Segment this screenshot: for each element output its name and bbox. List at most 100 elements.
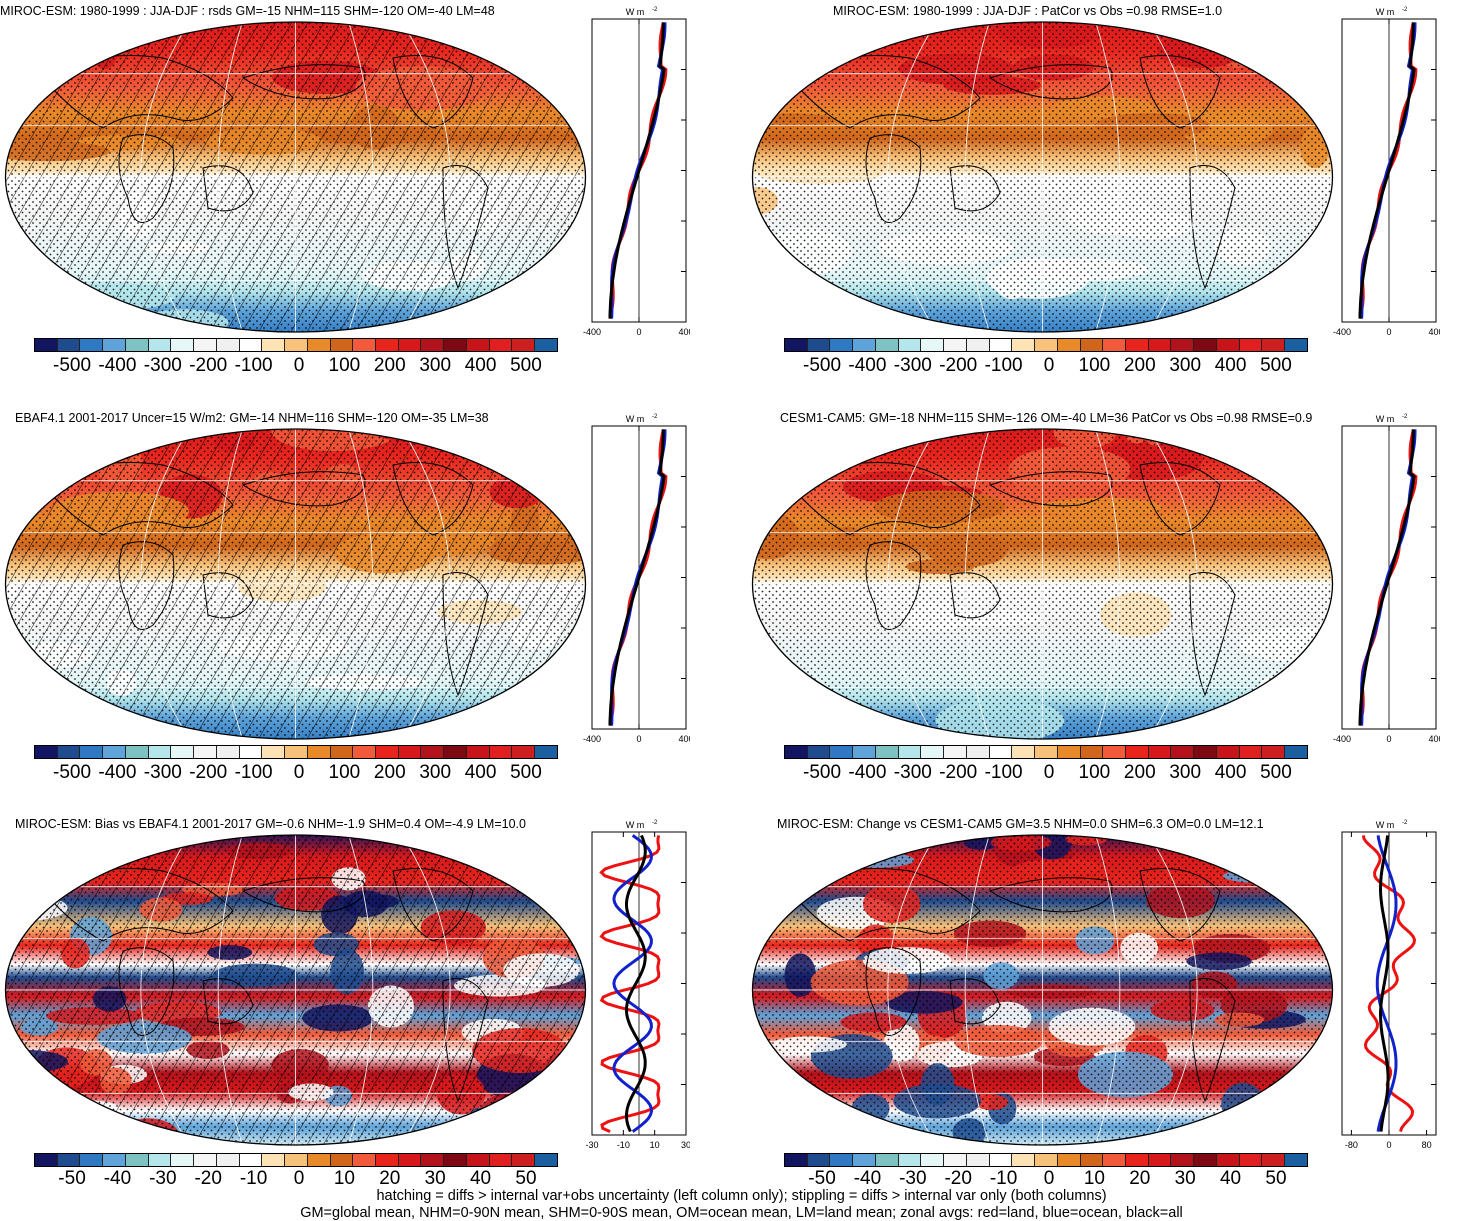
- colorbar-swatch: [1148, 1154, 1172, 1166]
- colorbar-swatch: [535, 746, 557, 758]
- colorbar-swatch: [194, 746, 217, 758]
- map-field: [5, 22, 586, 332]
- colorbar-swatch: [444, 1154, 467, 1166]
- colorbar-swatch: [921, 339, 945, 351]
- zonal-unit-exponent: -2: [652, 820, 658, 826]
- panel-title: MIROC-ESM: Change vs CESM1-CAM5 GM=3.5 N…: [777, 817, 1264, 831]
- colorbar-swatch: [921, 746, 945, 758]
- colorbar-tick-label: 0: [1043, 355, 1055, 376]
- colorbar-tick-label: -300: [143, 355, 182, 376]
- panel-title: MIROC-ESM: Bias vs EBAF4.1 2001-2017 GM=…: [15, 817, 526, 831]
- colorbar-swatch: [785, 1154, 808, 1166]
- colorbar-swatch: [262, 1154, 286, 1166]
- colorbar-swatch: [353, 1154, 377, 1166]
- colorbar-swatch: [1285, 339, 1307, 351]
- zonal-ocean-curve: [612, 834, 654, 1133]
- colorbar-tick-label: -200: [189, 355, 228, 376]
- colorbar-swatch: [1262, 746, 1286, 758]
- world-map: [751, 834, 1334, 1146]
- colorbar-swatch: [1216, 1154, 1240, 1166]
- panel-title: MIROC-ESM: 1980-1999 : JJA-DJF : rsds GM…: [0, 4, 495, 18]
- colorbar-tick-label: -40: [103, 1168, 132, 1189]
- colorbar-swatch: [125, 339, 149, 351]
- colorbar-swatch: [875, 339, 899, 351]
- zonal-unit-label: W m: [626, 7, 645, 17]
- zonal-unit-label: W m: [626, 414, 645, 424]
- colorbar-tick-label: 300: [1169, 762, 1202, 783]
- colorbar-swatch: [103, 1154, 126, 1166]
- colorbar-swatch: [1262, 1154, 1286, 1166]
- colorbar-swatch: [830, 746, 854, 758]
- colorbar-tick-label: -50: [808, 1168, 836, 1189]
- colorbar-tick-label: 300: [419, 355, 452, 376]
- map-field: [752, 835, 1333, 1145]
- colorbar-swatch: [262, 339, 286, 351]
- colorbar-tick-label: -300: [893, 762, 932, 783]
- zonal-unit-label: W m: [1376, 7, 1395, 17]
- colorbar-swatch: [444, 339, 467, 351]
- colorbar-swatch: [875, 746, 899, 758]
- colorbar-swatch: [944, 746, 967, 758]
- colorbar-tick-label: 50: [1265, 1168, 1287, 1189]
- colorbar-swatch: [1216, 746, 1240, 758]
- zonal-all-curve: [1358, 429, 1416, 726]
- colorbar-swatch: [421, 746, 445, 758]
- zonal-ocean-curve: [610, 22, 667, 319]
- world-map: [751, 21, 1334, 333]
- colorbar-tick-label: -500: [53, 355, 92, 376]
- colorbar-tick-label: 20: [379, 1168, 401, 1189]
- colorbar-swatch: [376, 746, 399, 758]
- colorbar-tick-label: -20: [194, 1168, 222, 1189]
- colorbar-tick-label: 100: [1078, 762, 1111, 783]
- map-field: [752, 429, 1333, 739]
- colorbar-swatch: [989, 339, 1013, 351]
- colorbar-swatch: [1194, 339, 1217, 351]
- colorbar-swatch: [80, 1154, 104, 1166]
- zonal-x-tick-label: 0: [1386, 734, 1391, 744]
- colorbar-swatch: [535, 339, 557, 351]
- colorbar-tick-label: -20: [944, 1168, 972, 1189]
- colorbar-swatch: [80, 746, 104, 758]
- zonal-mean-plot: W m-260N30N030S60S-4000400: [1333, 414, 1440, 744]
- colorbar-swatch: [1080, 746, 1104, 758]
- zonal-unit-exponent: -2: [1402, 414, 1408, 420]
- map-field: [5, 835, 586, 1145]
- colorbar-swatch: [807, 339, 831, 351]
- colorbar-tick-label: -400: [848, 762, 887, 783]
- colorbar: [784, 745, 1308, 759]
- colorbar-swatch: [103, 746, 126, 758]
- colorbar-swatch: [398, 1154, 422, 1166]
- colorbar-swatch: [285, 746, 308, 758]
- zonal-all-curve: [624, 834, 647, 1133]
- world-map: [4, 428, 587, 740]
- colorbar-swatch: [1194, 1154, 1217, 1166]
- colorbar-tick-label: 400: [1214, 355, 1247, 376]
- colorbar-tick-label: -300: [143, 762, 182, 783]
- colorbar-swatch: [1194, 746, 1217, 758]
- zonal-ocean-curve: [610, 429, 667, 726]
- colorbar-swatch: [898, 1154, 922, 1166]
- colorbar-tick-label: 300: [419, 762, 452, 783]
- colorbar-swatch: [1057, 339, 1081, 351]
- zonal-unit-exponent: -2: [1402, 820, 1408, 826]
- colorbar-tick-label: 50: [515, 1168, 537, 1189]
- zonal-land-curve: [599, 835, 661, 1133]
- colorbar-swatch: [1126, 339, 1149, 351]
- colorbar-swatch: [330, 1154, 354, 1166]
- zonal-x-tick-label: 400: [1428, 327, 1440, 337]
- colorbar-swatch: [466, 339, 490, 351]
- colorbar-swatch: [944, 339, 967, 351]
- colorbar-swatch: [216, 746, 240, 758]
- zonal-x-tick-label: 400: [678, 734, 690, 744]
- colorbar-tick-label: 500: [1260, 762, 1292, 783]
- panel-title: MIROC-ESM: 1980-1999 : JJA-DJF : PatCor …: [833, 4, 1223, 18]
- colorbar-swatch: [148, 746, 172, 758]
- colorbar-swatch: [489, 746, 513, 758]
- colorbar-labels: -500 -400 -300 -200 -100 0 100 200 300 400 500: [784, 355, 1306, 379]
- zonal-x-tick-label: 0: [636, 327, 641, 337]
- colorbar-swatch: [1012, 1154, 1036, 1166]
- colorbar-swatch: [1012, 339, 1036, 351]
- colorbar-swatch: [1035, 1154, 1058, 1166]
- zonal-all-curve: [1378, 835, 1390, 1132]
- colorbar-tick-label: -400: [98, 355, 137, 376]
